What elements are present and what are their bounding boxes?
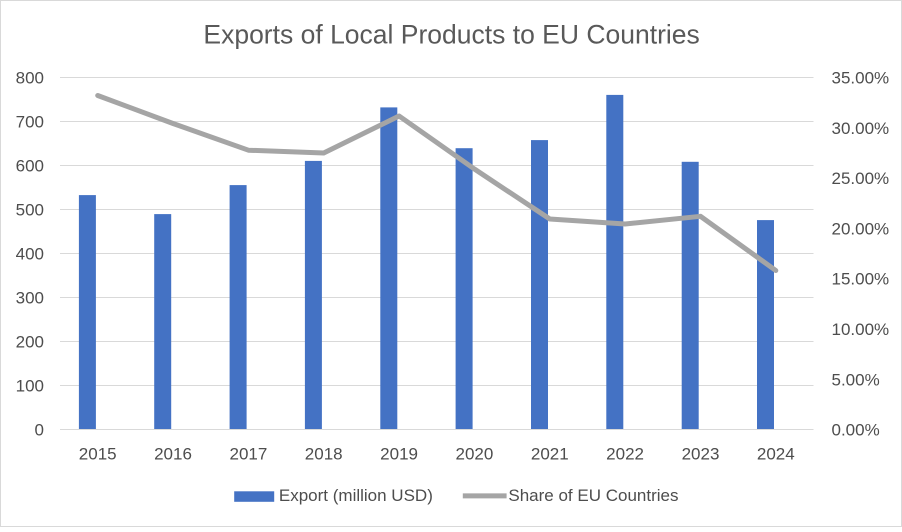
svg-text:2016: 2016 [154, 445, 192, 464]
svg-text:5.00%: 5.00% [832, 370, 880, 389]
svg-text:2020: 2020 [455, 445, 493, 464]
svg-text:20.00%: 20.00% [832, 220, 890, 239]
svg-text:300: 300 [16, 289, 44, 308]
svg-text:2015: 2015 [79, 445, 117, 464]
svg-text:600: 600 [16, 157, 44, 176]
svg-text:0: 0 [35, 421, 44, 440]
svg-text:Share of EU Countries: Share of EU Countries [508, 486, 678, 505]
svg-text:2017: 2017 [229, 445, 267, 464]
svg-text:400: 400 [16, 245, 44, 264]
svg-text:10.00%: 10.00% [832, 320, 890, 339]
svg-text:2018: 2018 [305, 445, 343, 464]
svg-text:35.00%: 35.00% [832, 69, 890, 88]
svg-text:Exports of Local Products to E: Exports of Local Products to EU Countrie… [203, 20, 699, 50]
svg-text:100: 100 [16, 377, 44, 396]
svg-text:15.00%: 15.00% [832, 270, 890, 289]
svg-text:0.00%: 0.00% [832, 421, 880, 440]
svg-text:200: 200 [16, 333, 44, 352]
svg-text:2022: 2022 [606, 445, 644, 464]
svg-text:2019: 2019 [380, 445, 418, 464]
svg-text:30.00%: 30.00% [832, 119, 890, 138]
svg-text:2023: 2023 [682, 445, 720, 464]
svg-text:500: 500 [16, 201, 44, 220]
svg-text:Export (million USD): Export (million USD) [279, 486, 433, 505]
svg-text:700: 700 [16, 113, 44, 132]
svg-text:800: 800 [16, 69, 44, 88]
svg-text:2024: 2024 [757, 445, 795, 464]
svg-text:2021: 2021 [531, 445, 569, 464]
svg-text:25.00%: 25.00% [832, 169, 890, 188]
